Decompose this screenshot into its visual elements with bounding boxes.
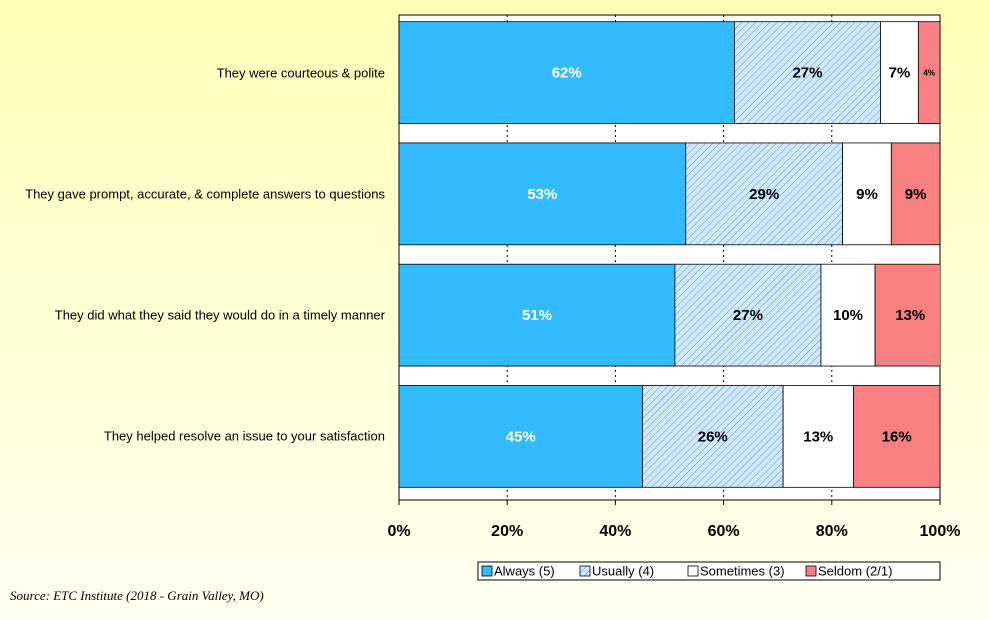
x-tick-label: 40% [599, 523, 631, 540]
data-label: 62% [552, 65, 582, 82]
legend-swatch [687, 565, 699, 577]
bar-segment [399, 263, 676, 367]
bar-segment [820, 263, 876, 367]
x-tick-label: 80% [816, 523, 848, 540]
x-tick-label: 100% [920, 523, 961, 540]
legend-box [477, 561, 941, 581]
bar-segment [685, 142, 844, 246]
data-label: 7% [889, 65, 911, 82]
data-label: 53% [527, 186, 557, 203]
data-label: 27% [733, 307, 763, 324]
bar-segment [399, 21, 735, 124]
legend-label: Sometimes (3) [700, 563, 785, 578]
bar-segment [399, 142, 687, 246]
bar-segment [917, 21, 940, 124]
data-label: 13% [895, 307, 925, 324]
x-tick-label: 20% [491, 523, 523, 540]
data-label: 9% [856, 186, 878, 203]
bar-segment [874, 263, 940, 367]
data-label: 27% [792, 65, 822, 82]
source-note: Source: ETC Institute (2018 - Grain Vall… [10, 588, 264, 603]
legend-label: Usually (4) [592, 563, 654, 578]
category-label: They gave prompt, accurate, & complete a… [25, 186, 385, 202]
bar-segment [674, 263, 822, 367]
legend-swatch [579, 565, 591, 577]
data-label: 9% [905, 186, 927, 203]
x-tick-label: 0% [387, 523, 410, 540]
legend-label: Seldom (2/1) [818, 563, 892, 578]
bar-segment [782, 385, 854, 488]
bar-segment [399, 385, 643, 488]
category-label: They did what they said they would do in… [54, 307, 385, 323]
data-label: 51% [522, 307, 552, 324]
bar-segment [842, 142, 892, 246]
category-label: They were courteous & polite [216, 65, 385, 81]
data-label: 4% [923, 69, 935, 78]
bar-segment [642, 385, 784, 488]
data-label: 10% [833, 307, 863, 324]
data-label: 29% [749, 186, 779, 203]
category-label: They helped resolve an issue to your sat… [103, 428, 385, 444]
data-label: 13% [803, 428, 833, 445]
data-label: 16% [882, 428, 912, 445]
x-tick-label: 60% [708, 523, 740, 540]
legend-swatch [481, 565, 493, 577]
legend-label: Always (5) [494, 563, 555, 578]
legend-swatch [805, 565, 817, 577]
data-label: 26% [698, 428, 728, 445]
data-label: 45% [506, 428, 536, 445]
bar-segment [890, 142, 940, 246]
bar-segment [853, 385, 940, 488]
